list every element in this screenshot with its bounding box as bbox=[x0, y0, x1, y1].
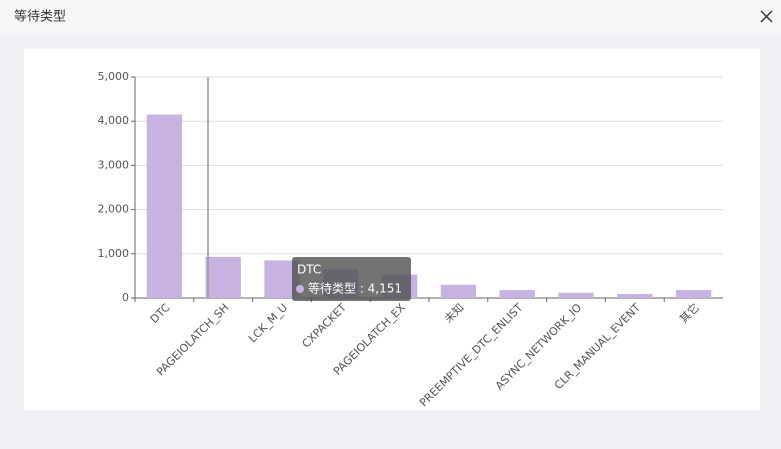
y-tick-label: 5,000 bbox=[98, 70, 130, 83]
close-button[interactable] bbox=[760, 10, 773, 23]
chart-panel bbox=[24, 49, 760, 410]
dialog-title: 等待类型 bbox=[14, 9, 66, 25]
tooltip-marker bbox=[296, 285, 304, 293]
tooltip-title: DTC bbox=[297, 263, 321, 277]
tooltip-label: 等待类型 : 4,151 bbox=[308, 282, 402, 296]
bar bbox=[205, 256, 241, 298]
bar bbox=[675, 290, 712, 298]
bar bbox=[617, 294, 653, 298]
dialog-header bbox=[0, 0, 781, 33]
bar bbox=[146, 114, 183, 298]
y-tick-label: 4,000 bbox=[98, 114, 130, 127]
bar bbox=[499, 290, 535, 298]
tooltip: DTC 等待类型 : 4,151 bbox=[292, 257, 411, 301]
y-tick-label: 2,000 bbox=[98, 203, 130, 216]
y-tick-label: 1,000 bbox=[98, 247, 130, 260]
y-tick-label: 0 bbox=[122, 291, 129, 304]
bar bbox=[440, 284, 477, 298]
bar bbox=[558, 292, 594, 298]
close-icon[interactable] bbox=[760, 10, 773, 23]
tooltip-box bbox=[292, 257, 411, 301]
y-tick-label: 3,000 bbox=[98, 158, 130, 171]
